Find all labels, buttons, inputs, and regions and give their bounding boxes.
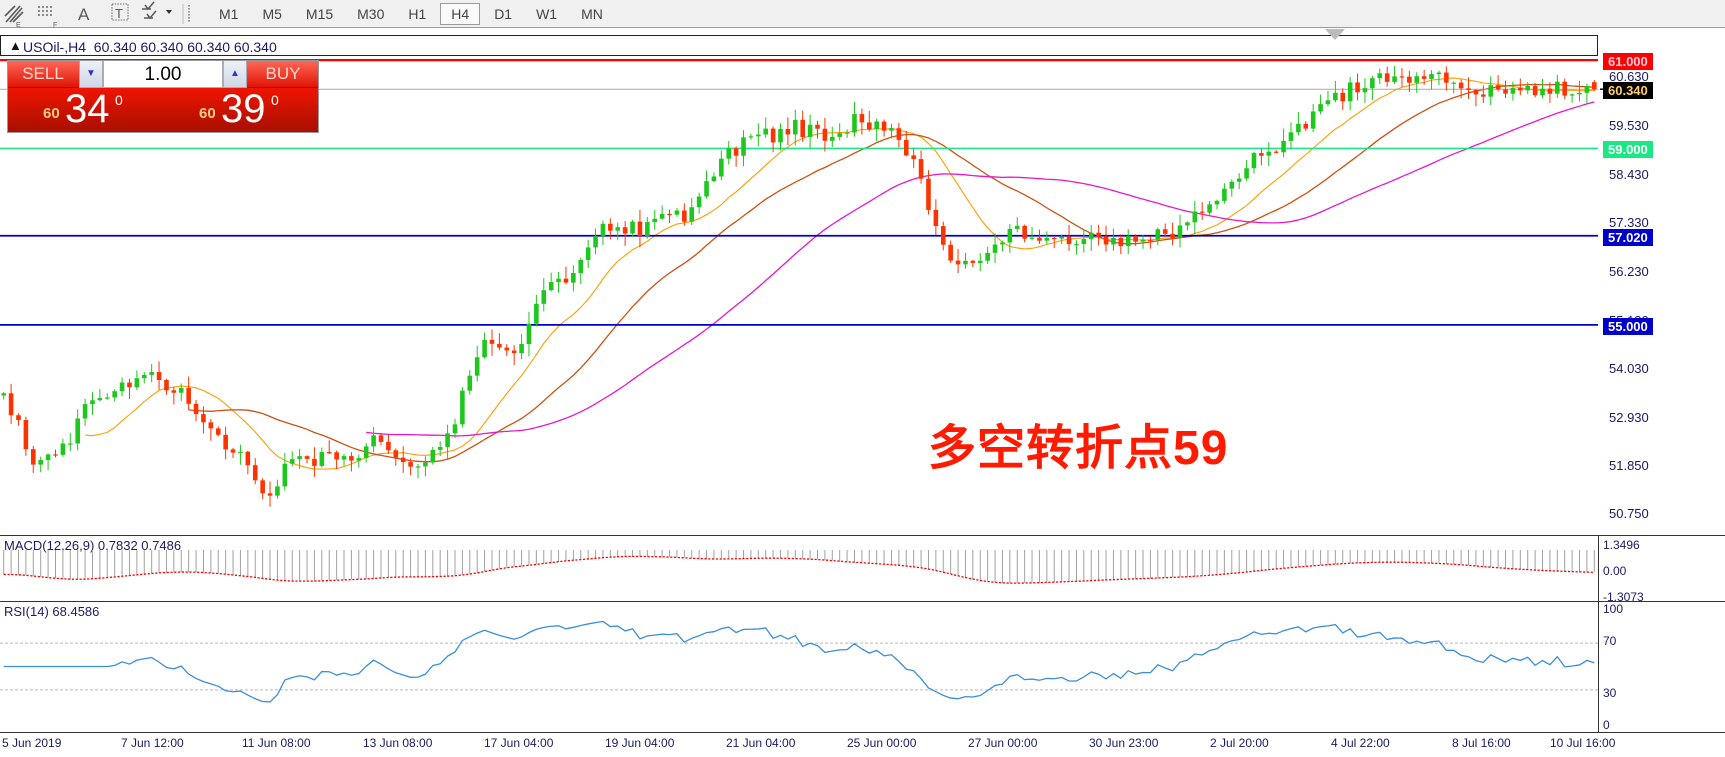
svg-text:T: T	[115, 6, 123, 21]
svg-text:A: A	[78, 5, 90, 24]
